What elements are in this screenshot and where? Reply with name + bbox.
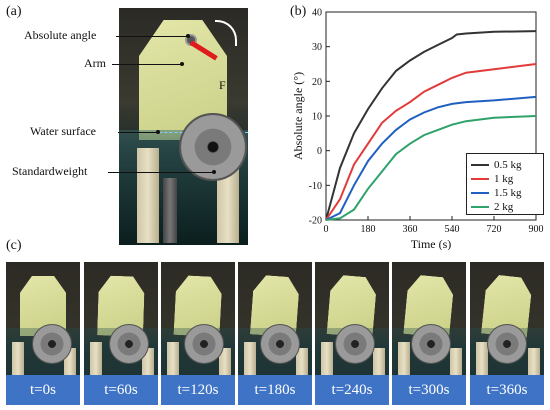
- annotation-standard-weight: Standardweight: [12, 164, 88, 178]
- annotation-arm: Arm: [84, 56, 106, 70]
- y-axis-label: Absolute angle (°): [291, 72, 305, 160]
- frame-caption: t=240s: [315, 375, 389, 405]
- annotation-dot-water: [156, 130, 160, 134]
- legend-label: 1.5 kg: [494, 186, 522, 199]
- series-line-2: [325, 95, 537, 221]
- frame-weight: [335, 324, 375, 364]
- angle-time-chart: 0 180 360 540 720 900 -20 -10 0 10 20 30 40 Time (s) A…: [290, 4, 550, 252]
- apparatus-photo: F: [119, 8, 248, 245]
- frame-caption: t=180s: [238, 375, 312, 405]
- x-tick-label: 180: [361, 224, 376, 235]
- frame-post: [90, 342, 102, 382]
- frame-post: [296, 348, 308, 382]
- frame-post: [398, 342, 410, 382]
- annotation-dot-weight: [212, 170, 216, 174]
- y-tick-label: 30: [312, 42, 322, 53]
- legend-swatch: [471, 205, 489, 208]
- x-tick-label: 360: [403, 224, 418, 235]
- time-frame: t=360s: [470, 262, 544, 405]
- frame-caption: t=60s: [84, 375, 158, 405]
- frame-post: [219, 348, 231, 382]
- annotation-line-arm: [112, 64, 182, 65]
- legend-entry: 0.5 kg: [471, 158, 522, 171]
- annotation-dot-arm: [180, 62, 184, 66]
- panel-label-c: (c): [6, 238, 22, 253]
- annotation-line-water: [118, 132, 158, 133]
- frame-post: [373, 348, 385, 382]
- y-tick-label: 10: [312, 112, 322, 123]
- annotation-line-absolute-angle: [116, 36, 188, 37]
- frame-post: [476, 342, 488, 382]
- frame-post: [12, 342, 24, 382]
- standard-weight-disc: [179, 113, 247, 181]
- time-frame: t=0s: [6, 262, 80, 405]
- legend-label: 1 kg: [494, 172, 514, 185]
- weight-hole: [208, 142, 218, 152]
- legend-entry: 1.5 kg: [471, 186, 522, 199]
- y-tick-label: -20: [309, 216, 322, 227]
- legend-label: 0.5 kg: [494, 158, 522, 171]
- chart-legend: 0.5 kg 1 kg 1.5 kg 2 kg: [466, 153, 544, 215]
- annotation-line-weight: [108, 172, 214, 173]
- y-tick-label: 40: [312, 8, 322, 19]
- frame-weight: [32, 324, 72, 364]
- series-line-3: [325, 115, 537, 221]
- y-tick-label: -10: [309, 181, 322, 192]
- legend-swatch: [471, 163, 489, 166]
- time-frame: t=180s: [238, 262, 312, 405]
- support-post-right: [217, 168, 239, 243]
- frame-weight: [410, 324, 451, 364]
- time-frame: t=120s: [161, 262, 235, 405]
- chart-svg: 0 180 360 540 720 900 -20 -10 0 10 20 30 40 Time (s) A…: [291, 8, 544, 252]
- annotation-water-surface: Water surface: [30, 124, 96, 138]
- series-line-1: [325, 63, 537, 221]
- time-frame: t=300s: [392, 262, 466, 405]
- frame-caption: t=360s: [470, 375, 544, 405]
- legend-label: 2 kg: [494, 200, 514, 213]
- frame-weight: [487, 324, 527, 364]
- annotation-absolute-angle: Absolute angle: [24, 28, 97, 42]
- frame-caption: t=120s: [161, 375, 235, 405]
- x-axis-label: Time (s): [411, 237, 452, 250]
- frame-caption: t=300s: [392, 375, 466, 405]
- legend-entry: 2 kg: [471, 200, 513, 213]
- frame-post: [321, 342, 333, 382]
- frame-post: [167, 342, 179, 382]
- support-post-center: [163, 178, 177, 243]
- panel-label-b: (b): [290, 4, 307, 19]
- x-tick-label: 720: [487, 224, 502, 235]
- x-tick-label: 0: [324, 224, 329, 235]
- force-label: F: [219, 78, 226, 92]
- frame-weight: [108, 324, 149, 364]
- time-frame: t=240s: [315, 262, 389, 405]
- frame-post: [528, 348, 540, 382]
- time-frame: t=60s: [84, 262, 158, 405]
- panel-label-a: (a): [6, 4, 22, 19]
- frame-post: [450, 348, 462, 382]
- frame-post: [142, 348, 154, 382]
- rotation-arrow-icon: [215, 20, 237, 46]
- y-tick-label: 0: [317, 146, 322, 157]
- frame-weight: [184, 324, 224, 364]
- frame-post: [244, 342, 256, 382]
- series-line-0: [325, 30, 537, 221]
- x-tick-label: 900: [529, 224, 544, 235]
- x-tick-label: 540: [445, 224, 460, 235]
- support-post-left: [137, 148, 159, 243]
- legend-swatch: [471, 177, 489, 180]
- legend-entry: 1 kg: [471, 172, 513, 185]
- annotation-dot-absolute-angle: [186, 34, 190, 38]
- frame-caption: t=0s: [6, 375, 80, 405]
- y-tick-label: 20: [312, 77, 322, 88]
- frame-weight: [259, 324, 300, 364]
- legend-swatch: [471, 191, 489, 194]
